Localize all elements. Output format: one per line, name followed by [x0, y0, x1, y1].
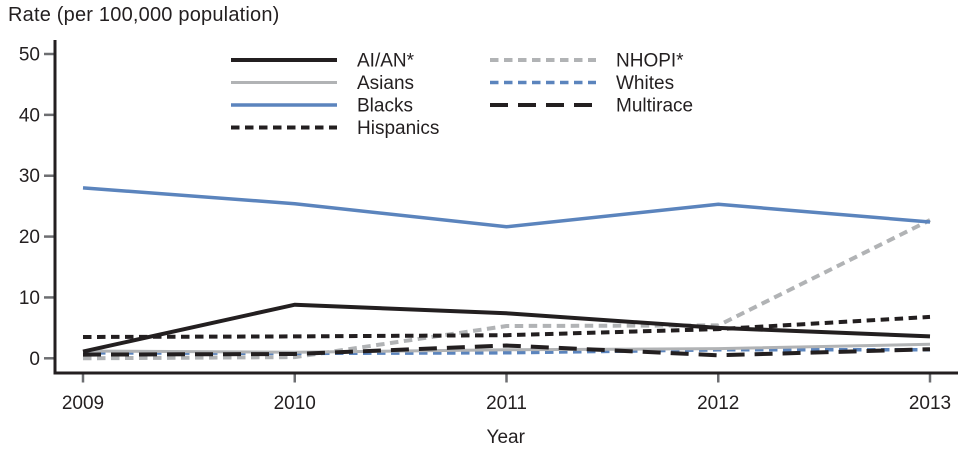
legend-label-multirace: Multirace — [616, 96, 693, 117]
y-tick-label: 10 — [19, 288, 40, 309]
x-tick-label: 2011 — [486, 393, 527, 414]
series-line-hispanics — [82, 314, 931, 339]
legend-label-whites: Whites — [616, 73, 674, 94]
series-line-blacks — [82, 186, 931, 229]
y-tick-label: 40 — [19, 105, 40, 126]
legend-label-hispanics: Hispanics — [357, 118, 439, 139]
y-tick-label: 30 — [19, 166, 40, 187]
series-line-asians — [82, 342, 931, 354]
x-tick-label: 2013 — [909, 393, 951, 414]
x-tick-label: 2009 — [62, 393, 104, 414]
legend-label-blacks: Blacks — [357, 96, 413, 117]
y-tick-label: 0 — [29, 349, 40, 370]
series-line-multirace — [82, 343, 931, 358]
legend-label-ai-an: AI/AN* — [357, 51, 415, 72]
series-line-nhopi — [82, 218, 931, 361]
legend-label-nhopi: NHOPI* — [616, 51, 684, 72]
x-tick-label: 2010 — [274, 393, 316, 414]
y-tick-label: 50 — [19, 45, 40, 66]
series-line-ai-an — [82, 302, 931, 354]
y-tick-label: 20 — [19, 227, 40, 248]
legend-label-asians: Asians — [357, 73, 414, 94]
x-tick-label: 2012 — [697, 393, 739, 414]
x-axis-label: Year — [487, 427, 526, 448]
y-axis-title: Rate (per 100,000 population) — [8, 4, 280, 26]
